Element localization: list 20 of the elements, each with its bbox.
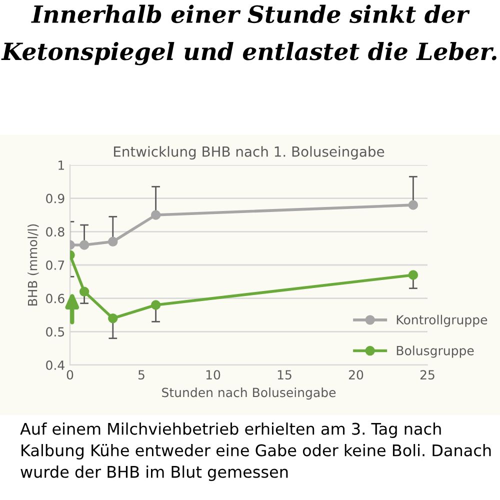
text: Auf einem Milchviehbetrieb erhielten am 3. Tag nach Kalbung Kühe entweder eine Gabe oder keine Boli. Danach wurde der BHB im Blut gemessen <box>20 422 491 482</box>
x-tick-label: 25 <box>420 370 434 380</box>
x-tick-label: 0 <box>66 370 74 380</box>
y-axis-title: BHB (mmol/l) <box>28 224 39 306</box>
y-tick-label: 0.5 <box>46 327 64 337</box>
x-axis-title: Stunden nach Boluseingabe <box>162 388 336 400</box>
y-tick-label: 0.8 <box>46 227 64 237</box>
chart-title: Innerhalb einer Stunde sinkt der Ketonspiegel und entlastet die Leber. <box>1 4 496 66</box>
y-tick-label: 0.7 <box>46 260 64 270</box>
y-tick-label: 0.4 <box>46 360 64 370</box>
legend-label: Bolusgruppe <box>396 346 474 358</box>
chart-subtitle: Entwicklung BHB nach 1. Boluseingabe <box>114 146 384 160</box>
y-tick-label: 0.6 <box>46 294 64 304</box>
x-tick-label: 10 <box>206 370 220 380</box>
x-tick-label: 5 <box>138 370 144 380</box>
y-tick-label: 0.9 <box>46 194 64 204</box>
legend-label: Kontrollgruppe <box>396 314 488 327</box>
x-tick-label: 15 <box>278 370 292 380</box>
x-tick-label: 20 <box>348 370 364 380</box>
y-tick-label: 1 <box>58 160 64 170</box>
